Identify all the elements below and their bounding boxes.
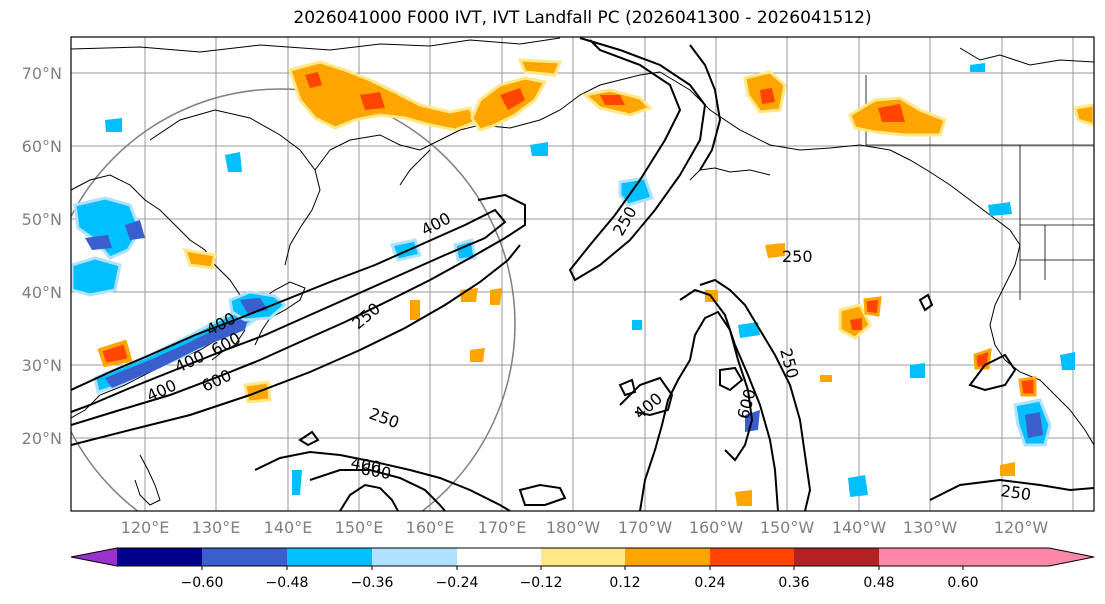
political-borders (865, 75, 1094, 300)
lon-label: 140°W (832, 518, 887, 537)
landfall-region-circle (71, 88, 516, 511)
colorbar-bin (457, 548, 541, 566)
lon-label: 120°W (994, 518, 1049, 537)
colorbar-tick-label: 0.24 (694, 575, 725, 591)
lon-label: 180°W (546, 518, 601, 537)
lat-label: 30°N (22, 356, 62, 375)
colorbar-extend-min (71, 548, 117, 566)
colorbar-bin (710, 548, 794, 566)
lon-label: 160°W (689, 518, 744, 537)
lat-label: 70°N (22, 64, 62, 83)
lat-label: 50°N (22, 210, 62, 229)
lon-label: 170°W (618, 518, 673, 537)
lon-label: 150°W (760, 518, 815, 537)
colorbar-bin (202, 548, 287, 566)
colorbar-bin (794, 548, 879, 566)
lon-label: 140°E (264, 518, 313, 537)
colorbar-bin (625, 548, 710, 566)
longitude-labels: 120°E 130°E 140°E 150°E 160°E 170°E 180°… (121, 518, 1049, 537)
colorbar-bin (287, 548, 372, 566)
colorbar-extend-max (963, 548, 1094, 566)
lon-label: 130°E (192, 518, 241, 537)
colorbar-tick-label: −0.24 (436, 575, 479, 591)
lon-label: 130°W (903, 518, 958, 537)
colorbar-tick-label: −0.36 (351, 575, 394, 591)
colorbar-tick-label: −0.60 (181, 575, 224, 591)
colorbar-tick-label: 0.12 (609, 575, 640, 591)
colorbar: −0.60 −0.48 −0.36 −0.24 −0.12 0.12 0.24 … (70, 547, 1095, 591)
lat-label: 60°N (22, 137, 62, 156)
colorbar-bin (541, 548, 625, 566)
colorbar-tick-label: −0.48 (266, 575, 309, 591)
contour-label: 250 (999, 481, 1032, 504)
positive-ivt-shading (97, 58, 1094, 506)
lon-label: 150°E (335, 518, 384, 537)
lon-label: 120°E (121, 518, 170, 537)
negative-ivt-shading (71, 63, 1075, 497)
map-title: 2026041000 F000 IVT, IVT Landfall PC (20… (293, 8, 872, 28)
colorbar-tick-label: 0.36 (778, 575, 809, 591)
colorbar-tick-label: 0.60 (947, 575, 978, 591)
lat-label: 20°N (22, 429, 62, 448)
lat-label: 40°N (22, 283, 62, 302)
colorbar-bin (372, 548, 457, 566)
ivt-contours (71, 37, 1094, 511)
contour-label: 250 (782, 247, 813, 266)
map-border (70, 36, 1095, 512)
coastlines (71, 37, 1094, 506)
latitude-labels: 70°N 60°N 50°N 40°N 30°N 20°N (22, 64, 62, 448)
colorbar-bin (879, 548, 963, 566)
colorbar-tick-label: 0.48 (863, 575, 894, 591)
colorbar-bin (117, 548, 202, 566)
lon-label: 160°E (406, 518, 455, 537)
lon-label: 170°E (478, 518, 527, 537)
colorbar-tick-label: −0.12 (520, 575, 563, 591)
